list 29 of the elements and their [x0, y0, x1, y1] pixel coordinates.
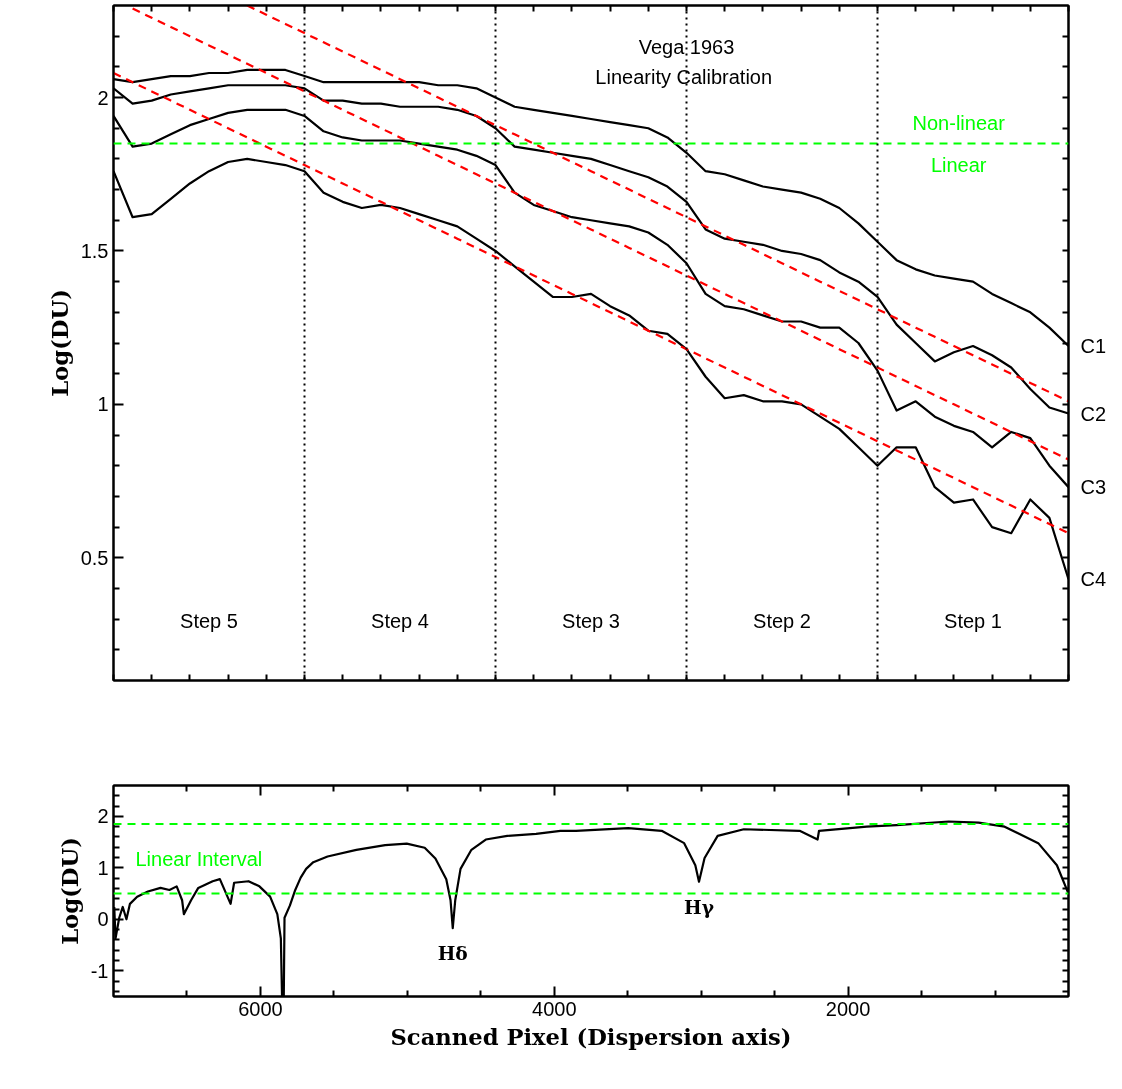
y-tick-label: 2	[97, 86, 109, 109]
x-axis-title: Scanned Pixel (Dispersion axis)	[390, 1023, 792, 1050]
legend-label: C1	[1080, 335, 1107, 358]
annotation: Hδ	[437, 942, 468, 965]
y-tick-label: 1	[97, 856, 109, 879]
y-tick-label: 0	[97, 908, 109, 931]
x-tick-label: 6000	[238, 997, 283, 1020]
text: Vega 1963 Linearity Calibration	[595, 35, 773, 88]
legend-label: C2	[1080, 402, 1107, 425]
annotation: Hγ	[684, 895, 715, 918]
annotation: Step 2	[753, 609, 811, 632]
y-axis-title: Log(DU)	[56, 837, 83, 945]
annotation: Step 5	[180, 609, 238, 632]
x-tick-label: 4000	[532, 997, 577, 1020]
y-axis-title: Log(DU)	[46, 289, 73, 397]
y-tick-label: 0.5	[80, 546, 109, 569]
annotation: Linear Interval	[135, 847, 263, 870]
x-tick-label: 2000	[825, 997, 871, 1020]
annotation: Step 4	[371, 609, 429, 632]
annotation: Step 3	[562, 609, 620, 632]
y-tick-label: 1	[97, 393, 109, 416]
legend-label: C4	[1080, 568, 1107, 591]
y-tick-label: 1.5	[80, 239, 109, 262]
y-tick-label: 2	[97, 805, 109, 828]
annotation: Non-linear	[912, 111, 1006, 134]
annotation: Linear	[930, 153, 987, 176]
y-tick-label: -1	[90, 959, 109, 982]
annotation: Step 1	[944, 609, 1002, 632]
legend-label: C3	[1080, 476, 1107, 499]
